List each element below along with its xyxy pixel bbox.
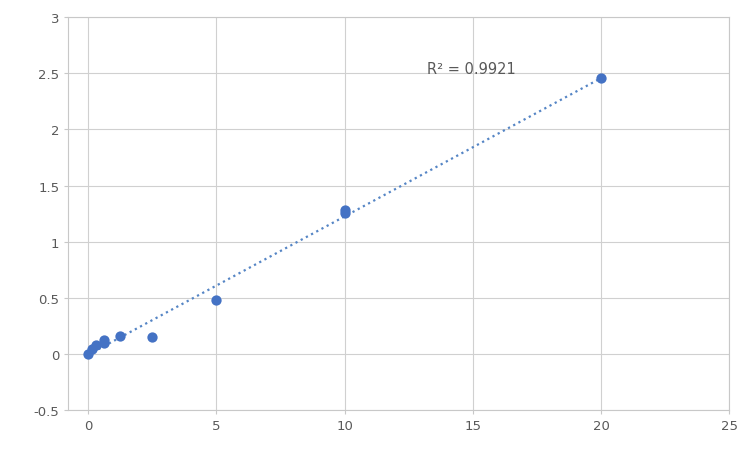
Point (595, 75, 607, 82)
Point (90, 342, 102, 349)
Point (82, 351, 94, 358)
Point (211, 297, 223, 304)
Point (147, 333, 159, 341)
Point (338, 210, 350, 217)
Point (114, 332, 126, 340)
Text: R² = 0.9921: R² = 0.9921 (427, 62, 516, 77)
Point (338, 207, 350, 215)
Point (99, 336, 111, 343)
Point (86, 345, 99, 352)
Point (99, 340, 111, 347)
